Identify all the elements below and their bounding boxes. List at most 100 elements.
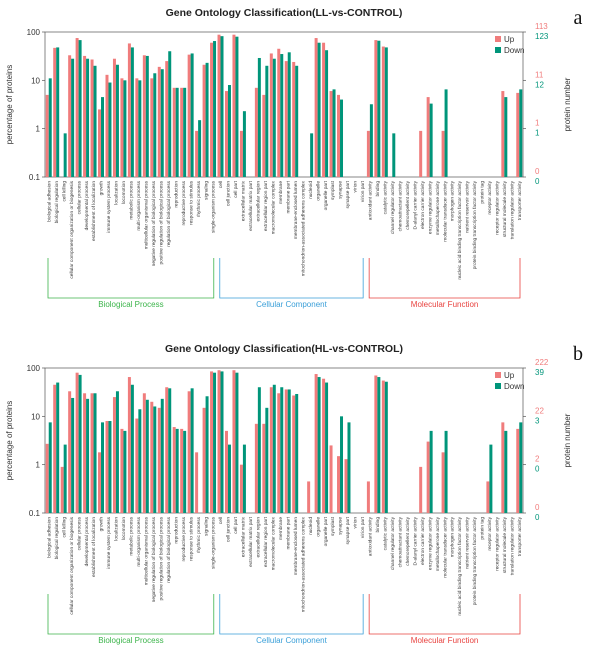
bar [277, 48, 281, 177]
x-tick-label: metallochaperone activity [435, 516, 441, 571]
group-bracket [47, 594, 215, 635]
x-tick-label: translation regulator activity [509, 516, 515, 575]
bar [150, 78, 154, 177]
bar [190, 388, 194, 513]
bar [254, 423, 258, 513]
legend-swatch [495, 383, 501, 389]
bar [224, 91, 228, 177]
x-tick-label: nucleoid [308, 517, 314, 535]
x-tick-label: membrane part [285, 516, 291, 549]
y2-tick-label: 0 [535, 177, 540, 186]
x-tick-label: nucleic acid binding transcription facto… [457, 180, 463, 279]
x-tick-label: locomotion [121, 181, 127, 205]
legend-swatch [495, 372, 501, 378]
bar [157, 66, 161, 177]
bar [419, 130, 423, 177]
bar [292, 61, 296, 178]
bar [183, 87, 187, 177]
bar [78, 40, 82, 178]
x-tick-label: protein tag [480, 517, 486, 540]
bar [307, 481, 311, 513]
x-tick-label: multicellular organismal process [144, 516, 150, 585]
x-tick-label: growth [99, 517, 105, 532]
bar [142, 393, 146, 513]
bar [101, 97, 105, 177]
bar [86, 58, 90, 177]
bar [254, 87, 258, 177]
group-bracket [368, 258, 521, 299]
bar [325, 382, 329, 513]
x-tick-label: metallochaperone activity [435, 180, 441, 235]
bar [295, 393, 299, 513]
bar [504, 430, 508, 513]
bar [444, 89, 448, 177]
legend-label: Up [504, 35, 515, 44]
y2-tick-label: 0 [535, 503, 540, 512]
bar [337, 94, 341, 177]
plot-frame [44, 367, 524, 514]
bar [130, 47, 134, 177]
x-tick-label: extracellular region [256, 181, 262, 222]
x-tick-label: immune system process [106, 180, 112, 232]
bar [519, 89, 523, 177]
x-tick-label: organelle part [323, 180, 329, 210]
bar [272, 58, 276, 177]
bar [516, 92, 520, 177]
y-tick-label: 0.1 [29, 509, 41, 518]
bar [98, 109, 102, 177]
x-tick-label: regulation of biological process [166, 180, 172, 246]
bar [165, 387, 169, 513]
x-tick-label: cell [218, 517, 224, 524]
bar [145, 399, 149, 513]
panel-label: b [573, 343, 583, 365]
panel-label: a [574, 7, 583, 29]
bar [60, 466, 64, 513]
x-tick-label: morphogen activity [450, 516, 456, 557]
x-tick-label: response to stimulus [188, 180, 194, 225]
x-tick-label: reproductive process [181, 516, 187, 561]
x-tick-label: negative regulation of biological proces… [151, 516, 157, 602]
group-label: Molecular Function [411, 636, 479, 645]
legend-swatch [495, 47, 501, 53]
x-tick-label: reproduction [173, 181, 179, 208]
bar [195, 130, 199, 177]
bar [292, 395, 296, 513]
x-tick-label: morphogen activity [450, 180, 456, 221]
bar [384, 381, 388, 513]
legend-label: Down [504, 382, 524, 391]
x-tick-label: multi-organism process [136, 516, 142, 566]
x-tick-label: macromolecular complex [270, 516, 276, 570]
bar [441, 130, 445, 177]
bar [150, 401, 154, 513]
y2-tick-label: 0 [535, 167, 540, 176]
bar [123, 430, 127, 513]
x-tick-label: chemoattractant activity [397, 180, 403, 231]
bar [265, 407, 269, 513]
bar [325, 50, 329, 177]
y2-tick-label: 0 [535, 465, 540, 474]
bar [224, 430, 228, 513]
bar [120, 428, 124, 513]
x-tick-label: receptor activity [487, 516, 493, 550]
bar [142, 55, 146, 177]
y-tick-label: 100 [27, 28, 41, 37]
group-label: Biological Process [98, 300, 163, 309]
x-tick-label: chemoattractant activity [397, 516, 403, 567]
y2-tick-label: 39 [535, 368, 544, 377]
bar [123, 80, 127, 177]
y2-axis-label: protein number [563, 413, 572, 467]
x-tick-label: reproduction [173, 517, 179, 544]
x-tick-label: binding [375, 517, 381, 533]
y-tick-label: 1 [36, 125, 41, 134]
x-tick-label: organelle [315, 181, 321, 201]
x-tick-label: membrane-enclosed lumen [293, 181, 299, 239]
bar [168, 388, 172, 513]
bar [45, 94, 49, 177]
bar [90, 393, 94, 513]
chart-title: Gene Ontology Classification(LL-vs-CONTR… [166, 7, 403, 19]
bar [322, 378, 326, 513]
x-tick-label: nucleic acid binding transcription facto… [457, 516, 463, 615]
x-tick-label: virion part [360, 180, 366, 202]
x-tick-label: channel regulator activity [390, 180, 396, 234]
panel: Gene Ontology Classification(LL-vs-CONTR… [5, 7, 583, 309]
